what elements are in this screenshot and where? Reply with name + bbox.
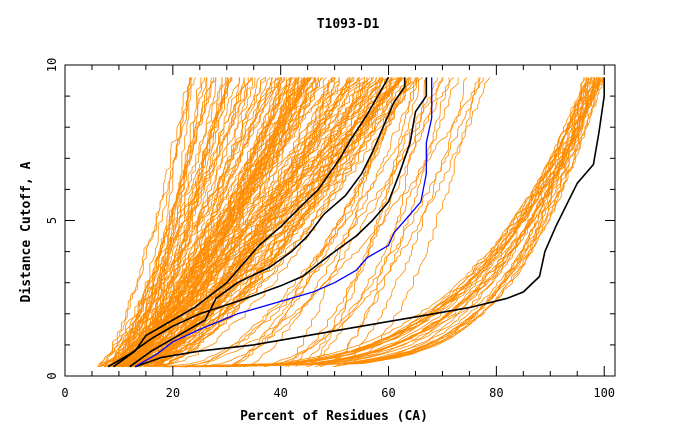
model-curve [178,77,481,368]
model-curve [147,77,340,368]
model-curve [109,77,282,368]
model-curve [156,77,335,368]
orange-line-bundle [97,77,603,368]
model-curve [168,77,592,368]
model-curve [115,77,335,367]
model-curve [244,77,419,368]
x-tick-label: 40 [273,386,287,400]
series-line-4 [113,76,390,368]
model-curve [124,77,207,367]
model-curve [190,77,589,368]
model-curve [108,77,309,368]
model-curve [314,77,428,368]
model-curve [130,77,190,367]
x-axis-ticks: 0 20 40 60 80 100 [61,65,615,400]
model-curve [111,77,290,368]
model-curve [201,77,597,368]
x-tick-label: 0 [61,386,68,400]
x-tick-label: 100 [593,386,615,400]
model-curve [115,77,309,367]
model-curve [179,77,592,368]
model-curve [219,77,590,368]
model-curve [131,77,233,367]
model-curve [114,77,232,368]
y-tick-label: 10 [45,58,59,72]
model-curve [113,77,267,367]
chart-title: T1093-D1 [317,17,380,32]
model-curve [127,77,358,368]
model-curve [112,77,202,368]
model-curve [134,77,403,367]
y-axis-ticks: 0 5 10 [45,58,615,380]
y-axis-label: Distance Cutoff, A [19,161,34,302]
model-curve [242,77,491,368]
model-curve [287,77,444,368]
model-curve [125,77,280,367]
y-tick-label: 5 [45,217,59,224]
model-curve [143,77,419,368]
model-curve [167,77,602,368]
model-curve [264,77,484,368]
model-curve [184,77,598,368]
model-curve [131,77,309,367]
model-curve [137,77,311,367]
model-curve [112,77,229,368]
highlighted-lines [107,76,606,368]
model-curve [135,77,315,368]
x-tick-label: 60 [381,386,395,400]
model-curve [131,77,384,368]
model-curve [132,77,401,367]
model-curve [100,77,192,367]
x-tick-label: 80 [489,386,503,400]
model-curve [305,77,423,367]
series-line-2 [107,77,428,368]
model-curve [108,77,291,368]
x-axis-label: Percent of Residues (CA) [240,409,428,424]
model-curve [117,77,253,367]
model-curve [132,77,337,367]
model-curve [187,77,454,368]
model-curve [115,77,311,368]
model-curve [150,77,411,368]
series-line-1 [134,77,606,368]
model-curve [319,77,450,368]
model-curve [105,77,232,367]
model-curve [334,77,468,368]
model-curve [174,77,589,368]
model-curve [199,77,438,368]
model-curve [131,77,402,368]
model-curve [183,77,585,368]
model-curve [114,77,322,367]
series-line-5 [134,77,433,368]
model-curve [333,77,480,368]
model-curve [109,77,292,367]
series-line-3 [129,77,406,368]
model-curve [152,77,317,368]
plot-area [97,76,606,368]
model-curve [295,77,417,368]
model-curve [135,77,302,367]
model-curve [125,77,192,367]
model-curve [165,77,603,368]
model-curve [145,77,340,368]
model-curve [110,77,309,367]
model-curve [193,77,603,368]
model-curve [122,77,349,368]
y-tick-label: 0 [45,372,59,379]
x-tick-label: 20 [166,386,180,400]
model-curve [226,77,410,368]
